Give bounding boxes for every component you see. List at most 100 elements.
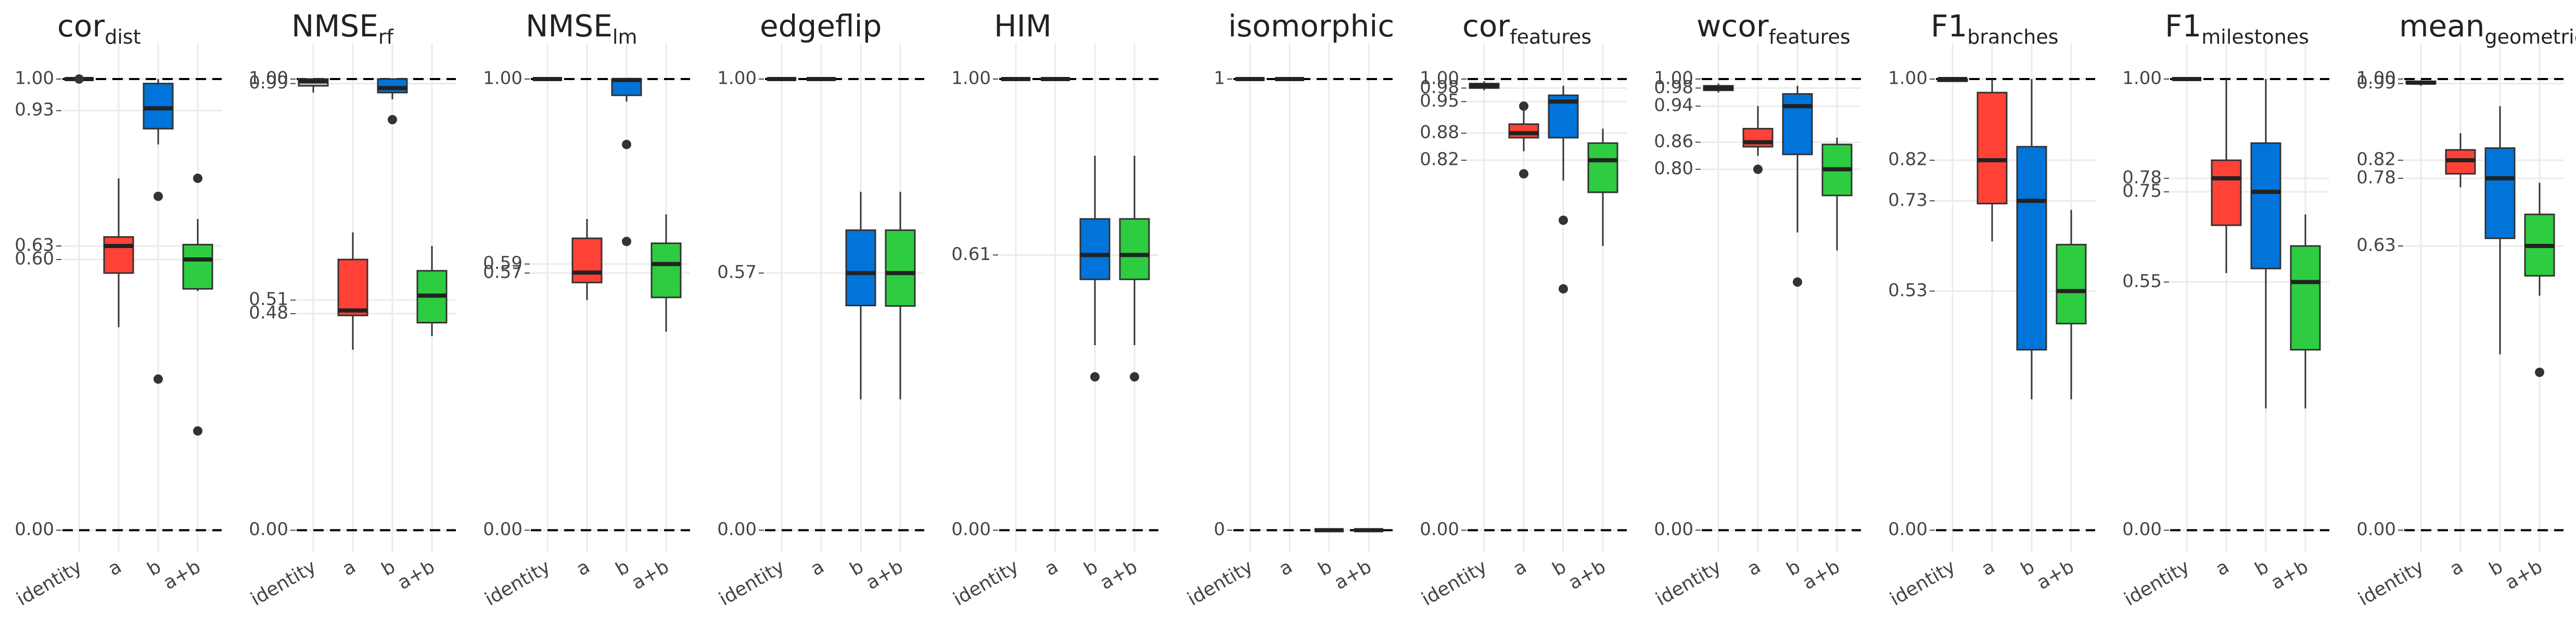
y-tick-label: 0 — [1214, 519, 1225, 540]
y-tick-label: 0.00 — [483, 519, 522, 540]
panel: F1branches 0.00 0.53 0.73 0.82 1.00 identity a b… — [1886, 8, 2095, 610]
x-tick-label: identity — [481, 556, 554, 610]
x-tick-label: a — [105, 556, 125, 580]
outlier — [193, 173, 202, 183]
panel-title: meangeometric — [2399, 8, 2576, 48]
title-main: NMSE — [526, 8, 613, 44]
outlier — [1753, 164, 1763, 174]
title-sub: lm — [613, 25, 637, 48]
y-tick-label: 0.99 — [2356, 72, 2396, 93]
x-tick-label: a+b — [160, 556, 205, 594]
box — [2016, 146, 2047, 351]
box — [885, 229, 916, 307]
outlier — [193, 426, 202, 436]
y-tick-label: 0.00 — [717, 519, 757, 540]
y-tick-label: 1.00 — [1654, 68, 1693, 89]
x-tick-label: a+b — [1799, 556, 1844, 594]
box — [103, 236, 134, 274]
title-main: HIM — [994, 8, 1052, 44]
y-tick-label: 1.00 — [249, 68, 288, 89]
outlier — [1519, 169, 1528, 179]
x-tick-label: a+b — [628, 556, 673, 594]
panel-title: corfeatures — [1462, 8, 1591, 48]
y-tick-label: 1.00 — [1420, 68, 1459, 89]
title-main: cor — [57, 8, 105, 44]
box — [2484, 147, 2516, 239]
title-sub: features — [1510, 25, 1591, 48]
x-tick-label: a — [2446, 556, 2467, 580]
y-tick-label: 0.78 — [2356, 167, 2396, 188]
outlier — [1130, 372, 1139, 382]
y-tick-label: 1.00 — [2356, 68, 2396, 89]
y-tick-label: 0.86 — [1654, 131, 1693, 152]
y-tick-label: 0.75 — [2122, 180, 2162, 201]
panel: corfeatures 0.00 0.82 0.88 0.950.981.00 ident… — [1418, 8, 1627, 610]
x-tick-label: identity — [716, 556, 788, 610]
box — [2290, 245, 2321, 351]
y-tick-label: 0.00 — [15, 519, 54, 540]
title-sub: branches — [1967, 25, 2058, 48]
panel: F1milestones 0.00 0.55 0.750.78 1.00 identity… — [2121, 8, 2329, 610]
x-tick-label: a+b — [1096, 556, 1141, 594]
y-tick-label: 1.00 — [483, 68, 522, 89]
title-main: cor — [1462, 8, 1510, 44]
y-tick-label: 0.48 — [249, 303, 288, 323]
title-sub: rf — [378, 25, 394, 48]
y-tick-label: 0.59 — [483, 253, 522, 274]
box — [2250, 142, 2281, 269]
title-main: mean — [2399, 8, 2484, 44]
x-tick-label: identity — [13, 556, 85, 610]
y-tick-label: 0.00 — [951, 519, 991, 540]
outlier — [622, 237, 631, 246]
panel-title: cordist — [57, 8, 141, 48]
box — [182, 243, 213, 290]
box — [1079, 218, 1111, 280]
x-tick-label: identity — [950, 556, 1022, 610]
y-tick-label: 0.00 — [2356, 519, 2396, 540]
y-tick-label: 0.00 — [2122, 519, 2162, 540]
y-tick-label: 0.63 — [15, 235, 54, 256]
box — [1508, 123, 1539, 139]
y-tick-label: 0.63 — [2356, 235, 2396, 256]
y-tick-label: 0.57 — [717, 262, 757, 283]
outlier — [1793, 277, 1802, 287]
x-tick-label: a+b — [2502, 556, 2546, 594]
box — [845, 229, 876, 307]
title-sub: milestones — [2201, 25, 2309, 48]
y-tick-label: 0.53 — [1888, 280, 1928, 301]
title-sub: features — [1769, 25, 1851, 48]
outlier — [154, 374, 163, 384]
outlier — [1090, 372, 1100, 382]
y-tick-label: 0.95 — [1420, 90, 1459, 111]
title-main: NMSE — [291, 8, 378, 44]
x-tick-label: a+b — [2267, 556, 2312, 594]
x-tick-label: a — [573, 556, 594, 580]
y-tick-label: 0.57 — [483, 262, 522, 283]
y-tick-label: 0.51 — [249, 289, 288, 310]
box — [1119, 218, 1150, 280]
y-tick-label: 0.00 — [1654, 519, 1693, 540]
x-tick-label: a+b — [1565, 556, 1610, 594]
panel-title: F1milestones — [2165, 8, 2309, 48]
x-tick-label: identity — [1886, 556, 1959, 610]
x-tick-label: a — [339, 556, 360, 580]
x-tick-label: a+b — [2033, 556, 2078, 594]
box — [2056, 243, 2087, 324]
box — [571, 237, 603, 283]
x-tick-label: identity — [1652, 556, 1725, 610]
y-tick-label: 0.80 — [1654, 158, 1693, 179]
outlier — [2535, 367, 2544, 377]
x-tick-label: a — [1744, 556, 1765, 580]
box — [143, 83, 174, 129]
y-tick-label: 1 — [1214, 68, 1225, 89]
y-tick-label: 1.00 — [15, 68, 54, 89]
box — [1782, 93, 1813, 155]
y-tick-label: 0.98 — [1420, 77, 1459, 98]
title-sub: geometric — [2484, 25, 2576, 48]
outlier — [388, 115, 397, 125]
panel-title: isomorphic — [1228, 8, 1394, 44]
